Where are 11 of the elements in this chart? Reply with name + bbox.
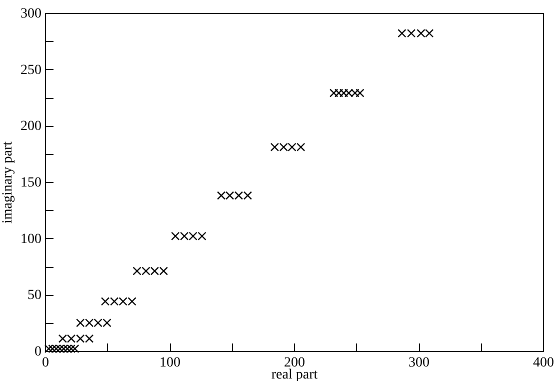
y-tick-label: 250 <box>20 62 42 78</box>
y-tick-label: 300 <box>20 6 42 22</box>
y-tick-label: 100 <box>20 232 42 247</box>
x-tick-label: 300 <box>408 356 430 370</box>
x-tick-label: 400 <box>533 356 554 370</box>
y-tick-label: 50 <box>28 288 42 304</box>
y-tick-label: 200 <box>20 119 42 134</box>
y-tick-label: 150 <box>20 176 42 190</box>
y-tick-label: 0 <box>34 344 42 360</box>
y-axis-title: imaginary part <box>0 141 16 224</box>
x-tick-label: 100 <box>160 356 180 370</box>
